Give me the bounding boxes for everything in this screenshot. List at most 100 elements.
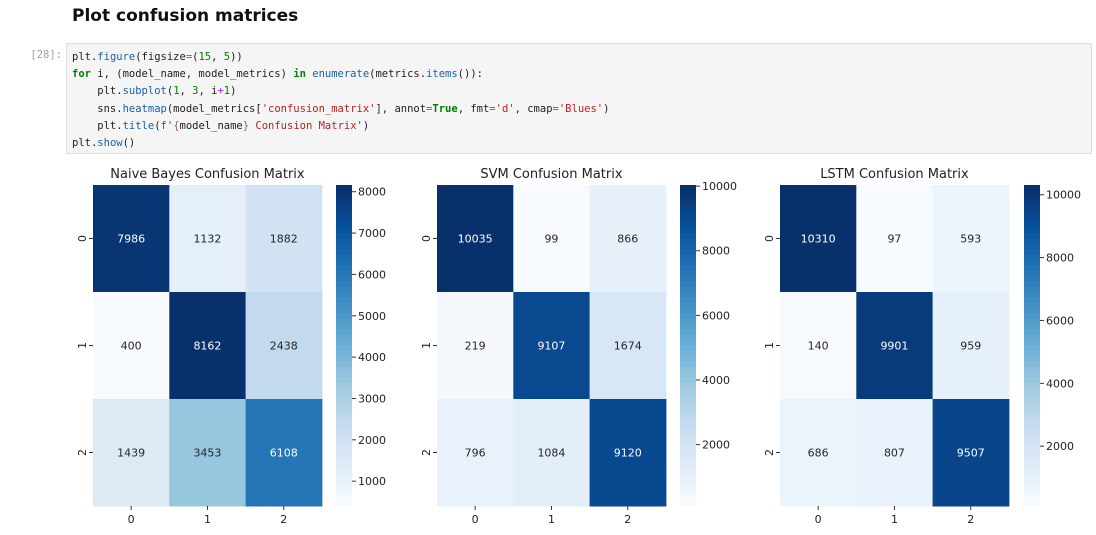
colorbar-segment bbox=[680, 447, 696, 454]
x-tick-label: 2 bbox=[624, 513, 631, 526]
colorbar-tick-label: 4000 bbox=[702, 374, 730, 387]
colorbar-segment bbox=[1024, 345, 1040, 352]
code-token: (model_metrics[ bbox=[166, 102, 262, 115]
colorbar-segment bbox=[336, 185, 352, 191]
colorbar-segment bbox=[336, 324, 352, 331]
code-token: ) bbox=[362, 119, 370, 132]
heatmap-title: LSTM Confusion Matrix bbox=[820, 167, 969, 182]
colorbar-segment bbox=[1024, 361, 1040, 368]
colorbar-segment bbox=[1024, 302, 1040, 309]
heatmap-cell bbox=[93, 185, 170, 293]
colorbar-segment bbox=[1024, 457, 1040, 464]
code-token: 15 bbox=[198, 51, 212, 63]
code-token: heatmap bbox=[122, 102, 167, 115]
y-tick-label: 1 bbox=[76, 342, 89, 349]
colorbar-segment bbox=[336, 399, 352, 405]
y-tick-label: 0 bbox=[763, 235, 776, 242]
colorbar-segment bbox=[680, 259, 696, 266]
colorbar-tick-label: 2000 bbox=[358, 434, 386, 447]
colorbar-segment bbox=[680, 366, 696, 373]
code-token: , cmap bbox=[514, 102, 553, 115]
colorbar-segment bbox=[336, 495, 352, 502]
colorbar-segment bbox=[336, 420, 352, 427]
colorbar-segment bbox=[680, 329, 696, 336]
colorbar-segment bbox=[336, 484, 352, 491]
heatmap-cell bbox=[437, 399, 514, 507]
colorbar-segment bbox=[1024, 329, 1040, 336]
colorbar-segment bbox=[1024, 227, 1040, 234]
colorbar-segment bbox=[680, 388, 696, 395]
cell-annotation: 10310 bbox=[801, 233, 836, 246]
colorbar-segment bbox=[1024, 447, 1040, 454]
code-text[interactable]: plt.figure(figsize=(15, 5)) for i, (mode… bbox=[67, 44, 1091, 152]
code-token: sns bbox=[72, 102, 117, 115]
colorbar-segment bbox=[1024, 431, 1040, 438]
colorbar-segment bbox=[336, 361, 352, 368]
heatmap-cell bbox=[169, 292, 247, 400]
code-token: i, (model_name, model_metrics) bbox=[90, 68, 294, 81]
heatmap-cell bbox=[93, 292, 170, 400]
colorbar-segment bbox=[1024, 484, 1040, 491]
colorbar-segment bbox=[680, 441, 696, 448]
colorbar-segment bbox=[1024, 393, 1040, 400]
colorbar-segment bbox=[336, 345, 352, 352]
code-token: 1 bbox=[173, 85, 180, 98]
colorbar-segment bbox=[336, 211, 352, 218]
colorbar-segment bbox=[1024, 308, 1040, 314]
colorbar-segment bbox=[680, 190, 696, 197]
colorbar-segment bbox=[336, 318, 352, 325]
colorbar-segment bbox=[1024, 275, 1040, 282]
colorbar-segment bbox=[336, 377, 352, 384]
colorbar-segment bbox=[336, 206, 352, 213]
code-token: figure bbox=[97, 51, 136, 63]
colorbar-segment bbox=[336, 457, 352, 464]
colorbar-segment bbox=[1024, 222, 1040, 229]
heatmap-cell bbox=[780, 185, 857, 293]
code-token: 1 bbox=[223, 85, 231, 98]
colorbar-segment bbox=[680, 217, 696, 224]
colorbar-segment bbox=[680, 318, 696, 325]
colorbar-segment bbox=[336, 393, 352, 400]
colorbar-segment bbox=[680, 243, 696, 250]
colorbar-segment bbox=[1024, 243, 1040, 250]
colorbar-tick-label: 10000 bbox=[702, 180, 737, 193]
heatmap-cell bbox=[856, 185, 934, 293]
colorbar-segment bbox=[336, 201, 352, 207]
section-heading: Plot confusion matrices bbox=[72, 6, 299, 26]
colorbar-tick-label: 1000 bbox=[358, 475, 386, 488]
colorbar-segment bbox=[336, 382, 352, 389]
code-token: plt bbox=[72, 51, 91, 63]
x-tick-label: 1 bbox=[548, 513, 555, 526]
y-tick-label: 1 bbox=[420, 342, 433, 349]
colorbar-segment bbox=[336, 259, 352, 266]
colorbar-segment bbox=[1024, 436, 1040, 443]
colorbar-segment bbox=[1024, 270, 1040, 277]
colorbar-segment bbox=[1024, 377, 1040, 384]
colorbar-segment bbox=[1024, 254, 1040, 261]
colorbar-segment bbox=[680, 222, 696, 229]
colorbar-segment bbox=[1024, 366, 1040, 373]
colorbar-segment bbox=[1024, 190, 1040, 197]
colorbar-segment bbox=[336, 366, 352, 373]
colorbar-segment bbox=[680, 308, 696, 314]
colorbar-segment bbox=[336, 190, 352, 197]
code-token: = bbox=[489, 102, 496, 115]
colorbar-tick-label: 6000 bbox=[358, 268, 386, 281]
colorbar-segment bbox=[1024, 425, 1040, 432]
heatmap-cell bbox=[513, 292, 591, 400]
colorbar-segment bbox=[336, 463, 352, 470]
code-token: enumerate bbox=[312, 68, 370, 81]
colorbar-segment bbox=[680, 457, 696, 464]
heatmap-cell bbox=[780, 399, 857, 507]
colorbar-segment bbox=[1024, 463, 1040, 470]
colorbar-segment bbox=[336, 308, 352, 314]
colorbar-segment bbox=[1024, 409, 1040, 416]
colorbar-segment bbox=[336, 473, 352, 480]
code-cell-editor[interactable]: plt.figure(figsize=(15, 5)) for i, (mode… bbox=[66, 43, 1092, 154]
code-token: f' bbox=[160, 119, 174, 132]
y-tick-label: 2 bbox=[763, 449, 776, 456]
colorbar-segment bbox=[336, 452, 352, 459]
colorbar-segment bbox=[680, 265, 696, 272]
colorbar-segment bbox=[680, 436, 696, 443]
colorbar-segment bbox=[680, 313, 696, 320]
